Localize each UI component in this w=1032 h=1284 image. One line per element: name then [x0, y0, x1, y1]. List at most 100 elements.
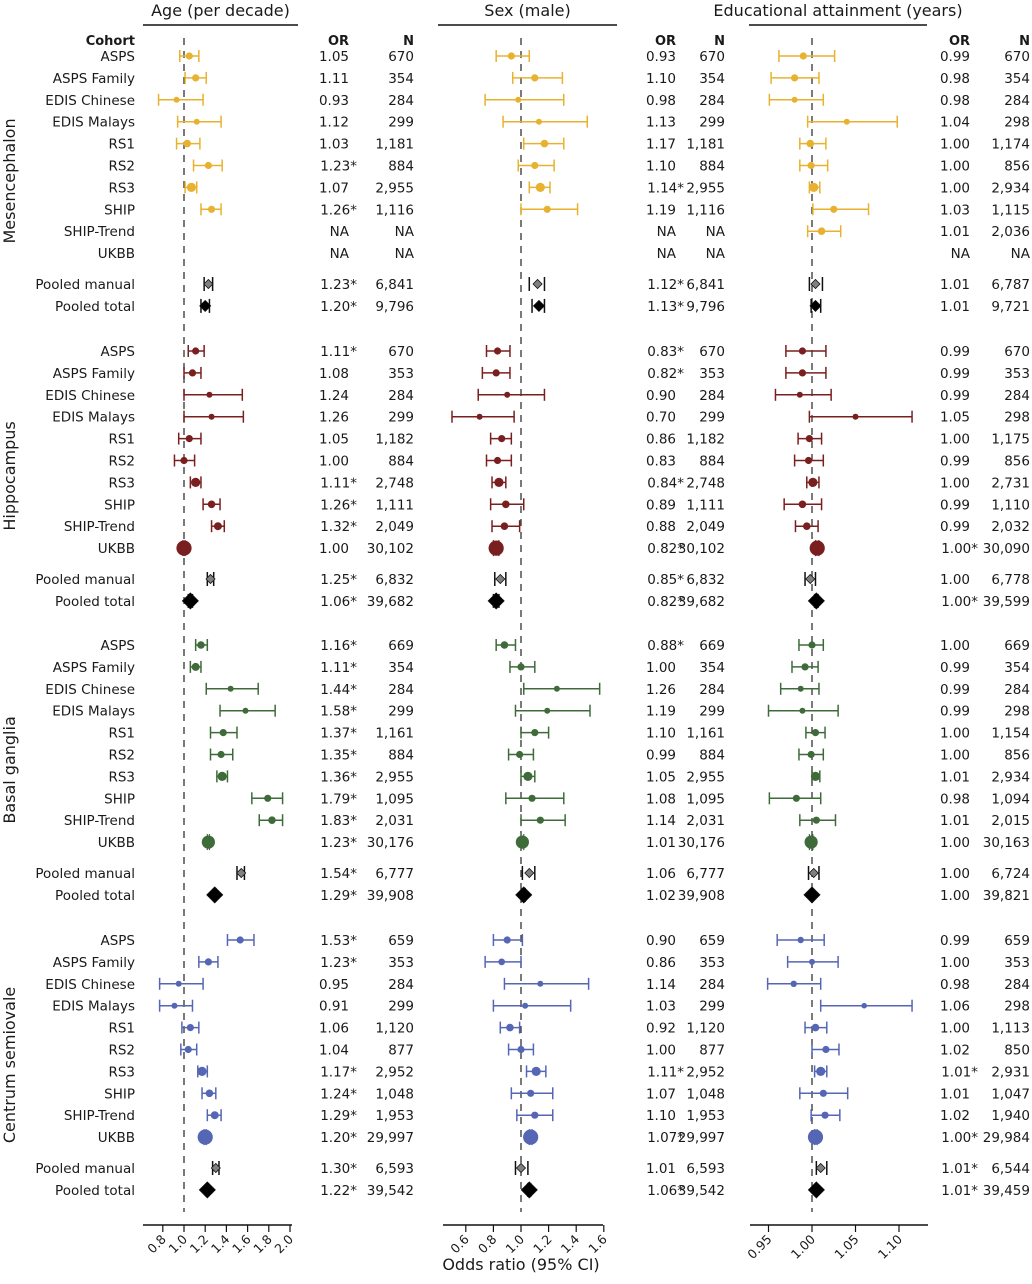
- n-value: 1,110: [991, 497, 1030, 513]
- n-value: 284: [699, 93, 725, 109]
- point-estimate: [498, 435, 506, 443]
- or-value: 1.00: [940, 638, 970, 654]
- n-value: 2,031: [375, 813, 414, 829]
- panel-title: Age (per decade): [151, 1, 290, 20]
- or-value: 1.10: [646, 1108, 676, 1124]
- cohort-label: UKBB: [98, 835, 135, 851]
- pooled-total-diamond: [807, 1181, 825, 1199]
- or-value: 0.99: [940, 660, 970, 676]
- x-tick-label: 1.2: [187, 1232, 212, 1257]
- n-value: 284: [1004, 977, 1030, 993]
- or-value: 0.86: [646, 955, 676, 971]
- point-estimate: [805, 435, 813, 443]
- n-value: 877: [699, 1043, 725, 1059]
- n-column-header: N: [714, 34, 725, 49]
- or-value: 1.00: [940, 866, 970, 882]
- x-tick-label: 1.6: [585, 1231, 610, 1256]
- or-value: 1.00: [940, 159, 970, 175]
- or-value: 1.00: [940, 748, 970, 764]
- or-value: 1.23*: [320, 277, 357, 293]
- pooled-manual-diamond: [815, 1162, 826, 1174]
- cohort-label: Pooled manual: [35, 1161, 135, 1177]
- pooled-total-diamond: [532, 299, 546, 312]
- n-value: 2,934: [991, 180, 1030, 196]
- point-estimate: [819, 1089, 827, 1097]
- or-value: 0.98: [940, 791, 970, 807]
- n-value: 284: [699, 977, 725, 993]
- or-value: 1.10: [646, 71, 676, 87]
- n-value: 1,175: [991, 432, 1030, 448]
- or-value: 1.00: [319, 454, 349, 470]
- n-value: 39,682: [678, 594, 725, 610]
- x-tick-label: 1.00: [788, 1231, 818, 1261]
- or-value: 1.06*: [647, 1183, 684, 1199]
- n-value: 2,031: [686, 813, 725, 829]
- or-value: NA: [330, 224, 350, 240]
- point-estimate: [476, 413, 483, 420]
- point-estimate: [183, 139, 191, 148]
- or-value: 1.04: [319, 1043, 349, 1059]
- n-value: 877: [388, 1043, 414, 1059]
- point-estimate: [537, 980, 544, 987]
- point-estimate: [192, 347, 200, 355]
- cohort-label: ASPS: [100, 49, 135, 65]
- n-value: 6,777: [375, 866, 414, 882]
- n-value: 1,048: [375, 1086, 414, 1102]
- n-value: 1,120: [686, 1021, 725, 1037]
- point-estimate: [207, 205, 216, 213]
- point-estimate: [515, 835, 529, 849]
- n-value: 284: [388, 682, 414, 698]
- point-estimate: [197, 641, 205, 649]
- point-estimate: [531, 729, 539, 737]
- point-estimate: [523, 771, 533, 782]
- or-column-header: OR: [328, 34, 349, 49]
- point-estimate: [523, 1129, 539, 1145]
- n-value: 2,952: [686, 1064, 725, 1080]
- point-estimate: [185, 435, 193, 443]
- n-value: 353: [1004, 955, 1030, 971]
- panel-title: Educational attainment (years): [713, 1, 962, 20]
- point-estimate: [197, 1129, 213, 1145]
- point-estimate: [852, 413, 859, 420]
- or-value: 1.05: [646, 769, 676, 785]
- x-tick-label: 1.0: [165, 1231, 190, 1256]
- or-value: 1.16*: [320, 638, 357, 654]
- or-value: 1.00*: [941, 1130, 978, 1146]
- or-value: NA: [330, 246, 350, 262]
- point-estimate: [493, 456, 502, 465]
- or-value: 1.19: [646, 202, 676, 218]
- n-value: 1,161: [686, 726, 725, 742]
- cohort-label: EDIS Malays: [52, 704, 135, 720]
- n-value: 1,111: [686, 497, 725, 513]
- or-column-header: OR: [655, 34, 676, 49]
- point-estimate: [506, 1023, 514, 1032]
- x-tick-label: 0.95: [744, 1232, 774, 1262]
- n-value: 39,599: [983, 594, 1030, 610]
- or-value: 0.88*: [647, 638, 684, 654]
- n-value: 284: [1004, 682, 1030, 698]
- n-value: 1,111: [375, 497, 414, 513]
- pooled-total-diamond: [807, 592, 825, 610]
- cohort-label: ASPS: [100, 638, 135, 654]
- point-estimate: [193, 118, 200, 125]
- n-value: 1,182: [375, 432, 414, 448]
- n-value: 2,955: [375, 180, 414, 196]
- n-value: 2,955: [686, 180, 725, 196]
- group-label: Centrum semiovale: [0, 987, 19, 1143]
- or-value: 1.05: [940, 410, 970, 426]
- point-estimate: [180, 456, 188, 465]
- point-estimate: [176, 540, 192, 556]
- or-value: 1.00: [646, 1043, 676, 1059]
- point-estimate: [171, 1002, 178, 1009]
- pooled-total-diamond: [515, 886, 533, 904]
- cohort-label: SHIP: [104, 1086, 135, 1102]
- or-value: 1.17*: [320, 1064, 357, 1080]
- point-estimate: [797, 685, 804, 692]
- or-value: 0.99: [940, 704, 970, 720]
- or-value: 1.00*: [941, 594, 978, 610]
- point-estimate: [207, 500, 216, 509]
- point-estimate: [553, 685, 560, 692]
- pooled-manual-diamond: [808, 867, 819, 879]
- or-value: 1.58*: [320, 704, 357, 720]
- or-value: NA: [657, 224, 677, 240]
